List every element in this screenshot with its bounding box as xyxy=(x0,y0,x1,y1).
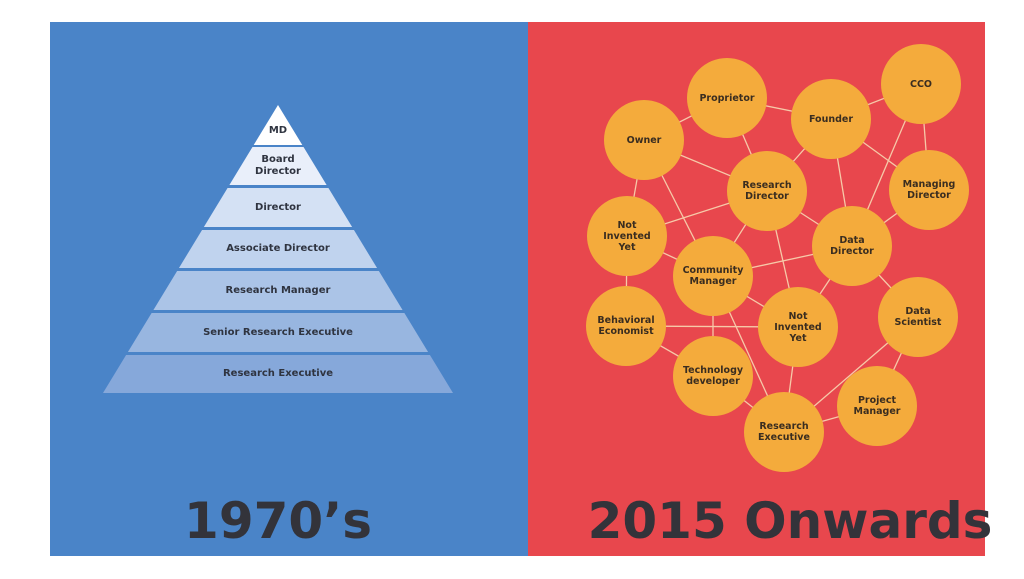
node-label: Managing Director xyxy=(902,179,956,201)
role-node: CCO xyxy=(881,44,961,124)
node-label: Data Director xyxy=(830,235,874,257)
left-caption: 1970’s xyxy=(184,492,372,550)
role-node: Not Invented Yet xyxy=(587,196,667,276)
level-label: Director xyxy=(255,201,301,213)
node-label: Research Executive xyxy=(758,421,810,443)
level-label: Associate Director xyxy=(226,243,330,254)
node-label: CCO xyxy=(909,78,933,90)
role-node: Owner xyxy=(604,100,684,180)
node-label: Founder xyxy=(808,113,854,125)
level-label: Senior Research Executive xyxy=(203,326,353,338)
role-node: Technology developer xyxy=(673,336,753,416)
pyramid-level xyxy=(178,230,378,268)
role-node: Behavioral Economist xyxy=(586,286,666,366)
node-label: Project Manager xyxy=(853,395,901,417)
pyramid-level xyxy=(127,313,429,352)
node-label: Behavioral Economist xyxy=(597,315,655,337)
role-node: Project Manager xyxy=(837,366,917,446)
role-node: Community Manager xyxy=(673,236,753,316)
pyramid-level xyxy=(229,147,327,185)
role-node: Data Scientist xyxy=(878,277,958,357)
pyramid-level xyxy=(203,188,353,227)
level-label: Board Director xyxy=(255,154,301,177)
role-node: Not Invented Yet xyxy=(758,287,838,367)
pyramid-level xyxy=(253,105,303,145)
node-label: Not Invented Yet xyxy=(603,219,651,253)
node-label: Research Director xyxy=(742,180,792,202)
pyramid-level xyxy=(153,271,403,310)
level-label: MD xyxy=(268,125,288,136)
role-node: Research Director xyxy=(727,151,807,231)
right-caption: 2015 Onwards xyxy=(587,492,993,550)
pyramid-level xyxy=(103,355,453,393)
node-label: Proprietor xyxy=(699,92,755,104)
role-node: Research Executive xyxy=(744,392,824,472)
role-node: Data Director xyxy=(812,206,892,286)
node-label: Data Scientist xyxy=(894,306,942,328)
node-label: Not Invented Yet xyxy=(774,310,822,344)
node-label: Owner xyxy=(626,134,662,146)
node-label: Technology developer xyxy=(682,365,744,387)
role-node: Proprietor xyxy=(687,58,767,138)
level-label: Research Executive xyxy=(222,368,334,379)
level-label: Research Manager xyxy=(225,284,331,296)
role-node: Founder xyxy=(791,79,871,159)
role-node: Managing Director xyxy=(889,150,969,230)
node-label: Community Manager xyxy=(682,265,744,287)
